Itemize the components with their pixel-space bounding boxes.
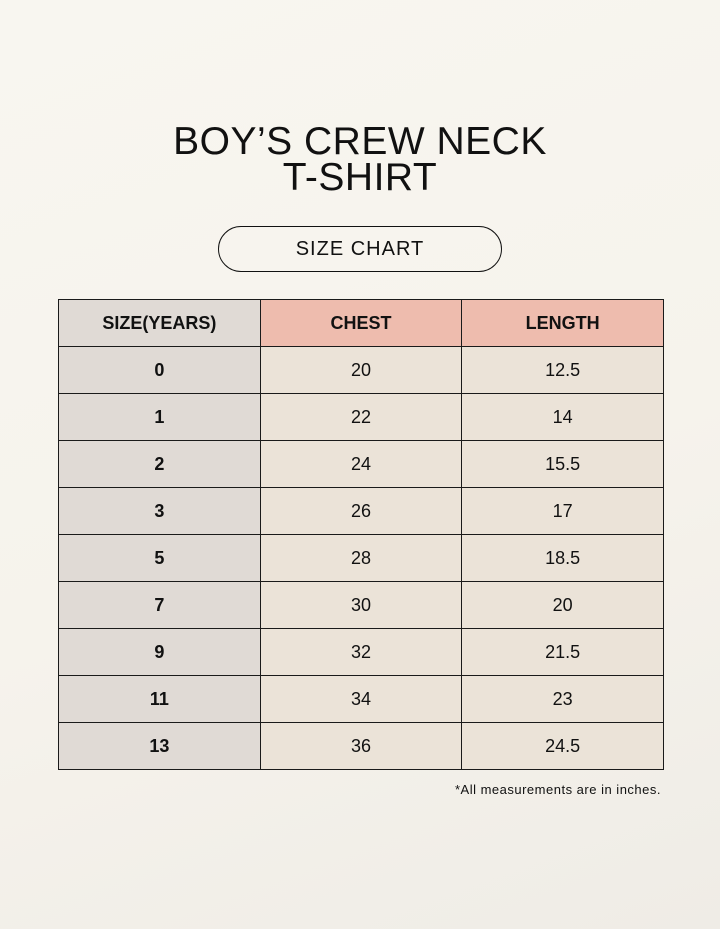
column-header: LENGTH <box>461 299 664 347</box>
table-row: 0 20 12.5 <box>58 346 664 394</box>
table-row: 5 28 18.5 <box>58 534 664 582</box>
table-cell: 13 <box>58 722 261 770</box>
table-cell: 12.5 <box>461 346 664 394</box>
table-cell: 1 <box>58 393 261 441</box>
table-cell: 11 <box>58 675 261 723</box>
table-cell: 24.5 <box>461 722 664 770</box>
table-cell: 0 <box>58 346 261 394</box>
table-row: 3 26 17 <box>58 487 664 535</box>
table-row: 11 34 23 <box>58 675 664 723</box>
table-cell: 20 <box>461 581 664 629</box>
table-cell: 21.5 <box>461 628 664 676</box>
table-cell: 9 <box>58 628 261 676</box>
table-cell: 32 <box>259 628 463 676</box>
measurement-note: *All measurements are in inches. <box>454 782 661 797</box>
table-cell: 20 <box>259 346 463 394</box>
table-cell: 17 <box>461 487 664 535</box>
table-cell: 26 <box>259 487 463 535</box>
table-cell: 23 <box>461 675 664 723</box>
page-title: BOY’S CREW NECK T-SHIRT <box>173 120 547 199</box>
table-cell: 14 <box>461 393 664 441</box>
table-cell: 15.5 <box>461 440 664 488</box>
table-cell: 22 <box>259 393 463 441</box>
table-cell: 5 <box>58 534 261 582</box>
table-cell: 7 <box>58 581 261 629</box>
column-header: SIZE(YEARS) <box>58 299 261 347</box>
table-row: 13 36 24.5 <box>58 722 664 770</box>
table-cell: 28 <box>259 534 463 582</box>
column-header: CHEST <box>259 299 463 347</box>
size-table: SIZE(YEARS) CHEST LENGTH 0 20 12.5 1 22 14 2 24 15… <box>58 299 664 770</box>
table-cell: 2 <box>58 440 261 488</box>
table-row: 7 30 20 <box>58 581 664 629</box>
table-cell: 18.5 <box>461 534 664 582</box>
table-cell: 30 <box>259 581 463 629</box>
table-cell: 34 <box>259 675 463 723</box>
size-chart-label: SIZE CHART <box>218 226 502 272</box>
table-cell: 24 <box>259 440 463 488</box>
table-cell: 36 <box>259 722 463 770</box>
table-row: 9 32 21.5 <box>58 628 664 676</box>
table-row: 2 24 15.5 <box>58 440 664 488</box>
table-cell: 3 <box>58 487 261 535</box>
table-row: 1 22 14 <box>58 393 664 441</box>
